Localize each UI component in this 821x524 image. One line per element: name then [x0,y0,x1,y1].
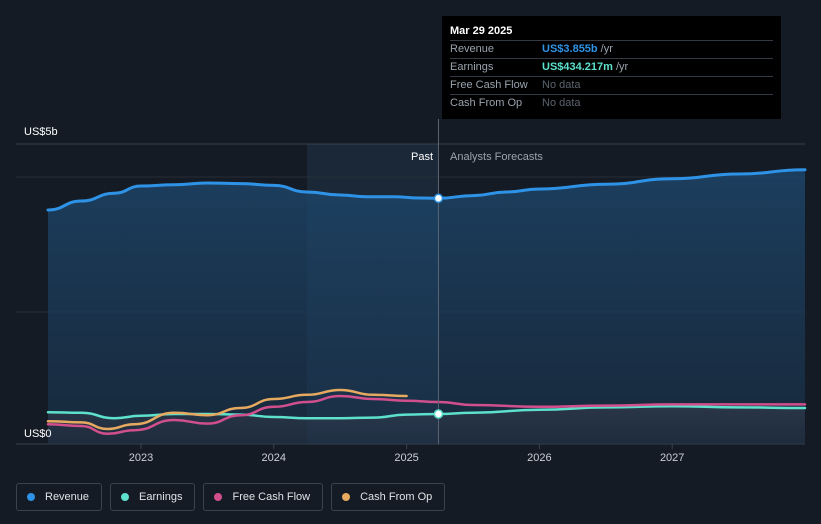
free-cash-flow-line [46,394,807,436]
legend-item-free-cash-flow[interactable]: Free Cash Flow [203,483,324,511]
cash-from-op-line [46,388,408,431]
revenue-marker [433,193,444,204]
tooltip-label: Cash From Op [450,97,523,109]
tooltip-panel: Mar 29 2025 Revenue US$3.855b /yr Earnin… [442,16,781,119]
legend-label: Revenue [45,491,90,503]
tooltip-row-cash-from-op: Cash From Op No data [450,94,773,112]
legend-item-earnings[interactable]: Earnings [110,483,196,511]
legend-item-revenue[interactable]: Revenue [16,483,103,511]
tooltip-date: Mar 29 2025 [450,25,513,37]
dot-icon [214,493,223,501]
x-tick-label: 2024 [262,452,286,464]
tooltip-value: US$434.217m [542,61,613,73]
revenue-area [48,169,805,445]
tooltip-value: No data [542,97,581,109]
series-lines [46,168,807,436]
legend-label: Free Cash Flow [232,491,311,503]
forecast-label: Analysts Forecasts [450,151,543,163]
revenue-line [46,168,807,212]
dot-icon [27,493,35,501]
tooltip-row-earnings: Earnings US$434.217m /yr [450,58,773,76]
y-axis-labels: US$5b US$0 [24,126,58,440]
tooltip-unit: /yr [615,61,629,73]
x-tick-label: 2025 [394,452,418,464]
tooltip-markers [433,193,444,419]
tooltip-value: US$3.855b [542,43,598,55]
dot-icon [121,493,130,501]
legend-item-cash-from-op[interactable]: Cash From Op [331,483,446,511]
x-tick-label: 2023 [129,452,153,464]
earnings-line [46,404,807,420]
y-tick-label: US$5b [24,126,58,138]
dot-icon [342,493,351,501]
legend-label: Cash From Op [360,491,433,503]
x-axis-labels: 2023 2024 2025 2026 2027 [129,444,684,464]
earnings-marker [433,409,444,419]
past-label: Past [411,151,433,163]
tooltip-label: Earnings [450,61,494,73]
legend: Revenue Earnings Free Cash Flow Cash Fro… [16,483,446,511]
tooltip-unit: /yr [600,43,613,55]
y-tick-label: US$0 [24,428,52,440]
tooltip-row-revenue: Revenue US$3.855b /yr [450,40,773,58]
x-tick-label: 2027 [660,452,684,464]
x-tick-label: 2026 [527,452,551,464]
tooltip-value: No data [542,79,581,91]
tooltip-label: Revenue [450,43,495,55]
tooltip-row-free-cash-flow: Free Cash Flow No data [450,76,773,94]
legend-label: Earnings [139,491,183,503]
tooltip-label: Free Cash Flow [450,79,528,91]
